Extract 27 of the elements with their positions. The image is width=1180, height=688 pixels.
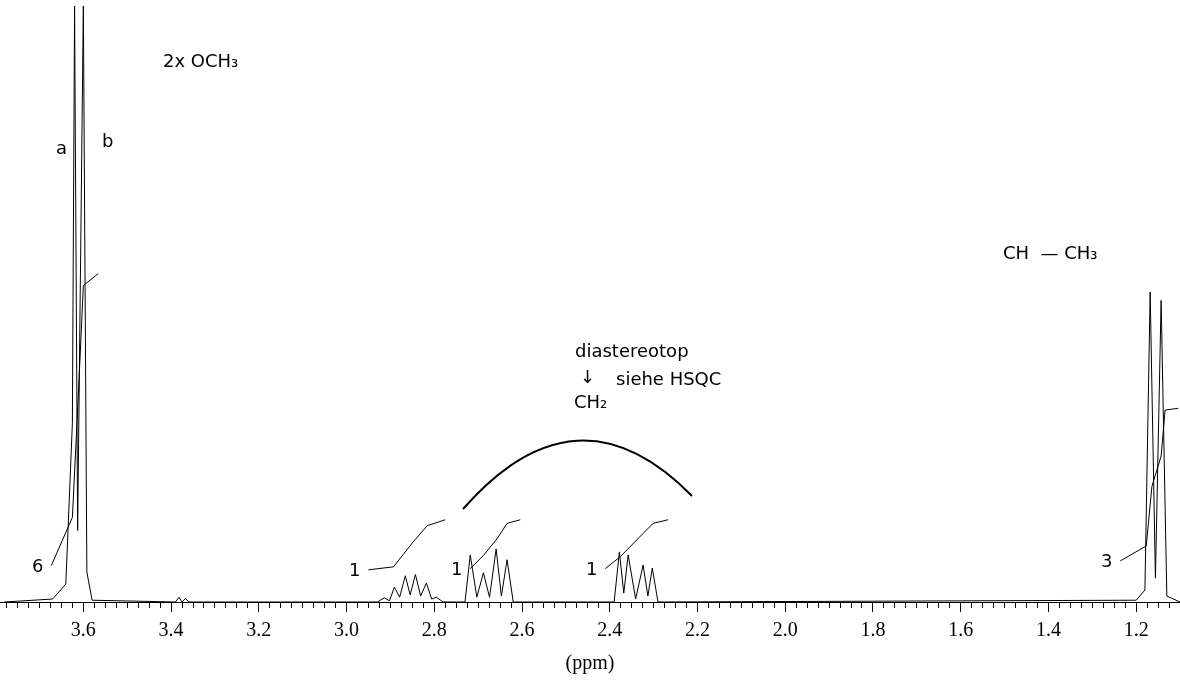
- annotation: 3: [1101, 550, 1113, 571]
- annotation: b: [102, 130, 114, 151]
- x-axis-title: (ppm): [565, 650, 615, 674]
- x-tick-label: 1.8: [860, 618, 886, 640]
- x-tick-label: 3.2: [246, 618, 272, 640]
- annotation: 1: [349, 559, 361, 580]
- x-tick-label: 2.2: [684, 618, 710, 640]
- x-tick-label: 3.6: [70, 618, 96, 640]
- annotation: CH — CH₃: [1003, 242, 1098, 263]
- x-tick-label: 3.4: [158, 618, 184, 640]
- annotation: siehe HSQC: [616, 368, 722, 389]
- annotation: diastereotop: [575, 340, 689, 361]
- x-tick-label: 1.6: [948, 618, 974, 640]
- x-tick-label: 2.0: [772, 618, 798, 640]
- annotation: 2x OCH₃: [163, 50, 239, 71]
- annotation: ↓: [580, 366, 596, 387]
- x-tick-label: 2.8: [421, 618, 447, 640]
- x-tick-label: 1.4: [1035, 618, 1061, 640]
- x-tick-label: 2.4: [597, 618, 623, 640]
- annotation: 1: [586, 558, 598, 579]
- x-tick-label: 3.0: [334, 618, 360, 640]
- annotation: 1: [451, 558, 463, 579]
- annotation: 6: [32, 555, 44, 576]
- annotation: CH₂: [574, 391, 608, 412]
- x-tick-label: 1.2: [1123, 618, 1149, 640]
- annotation: a: [56, 137, 68, 158]
- x-tick-label: 2.6: [509, 618, 535, 640]
